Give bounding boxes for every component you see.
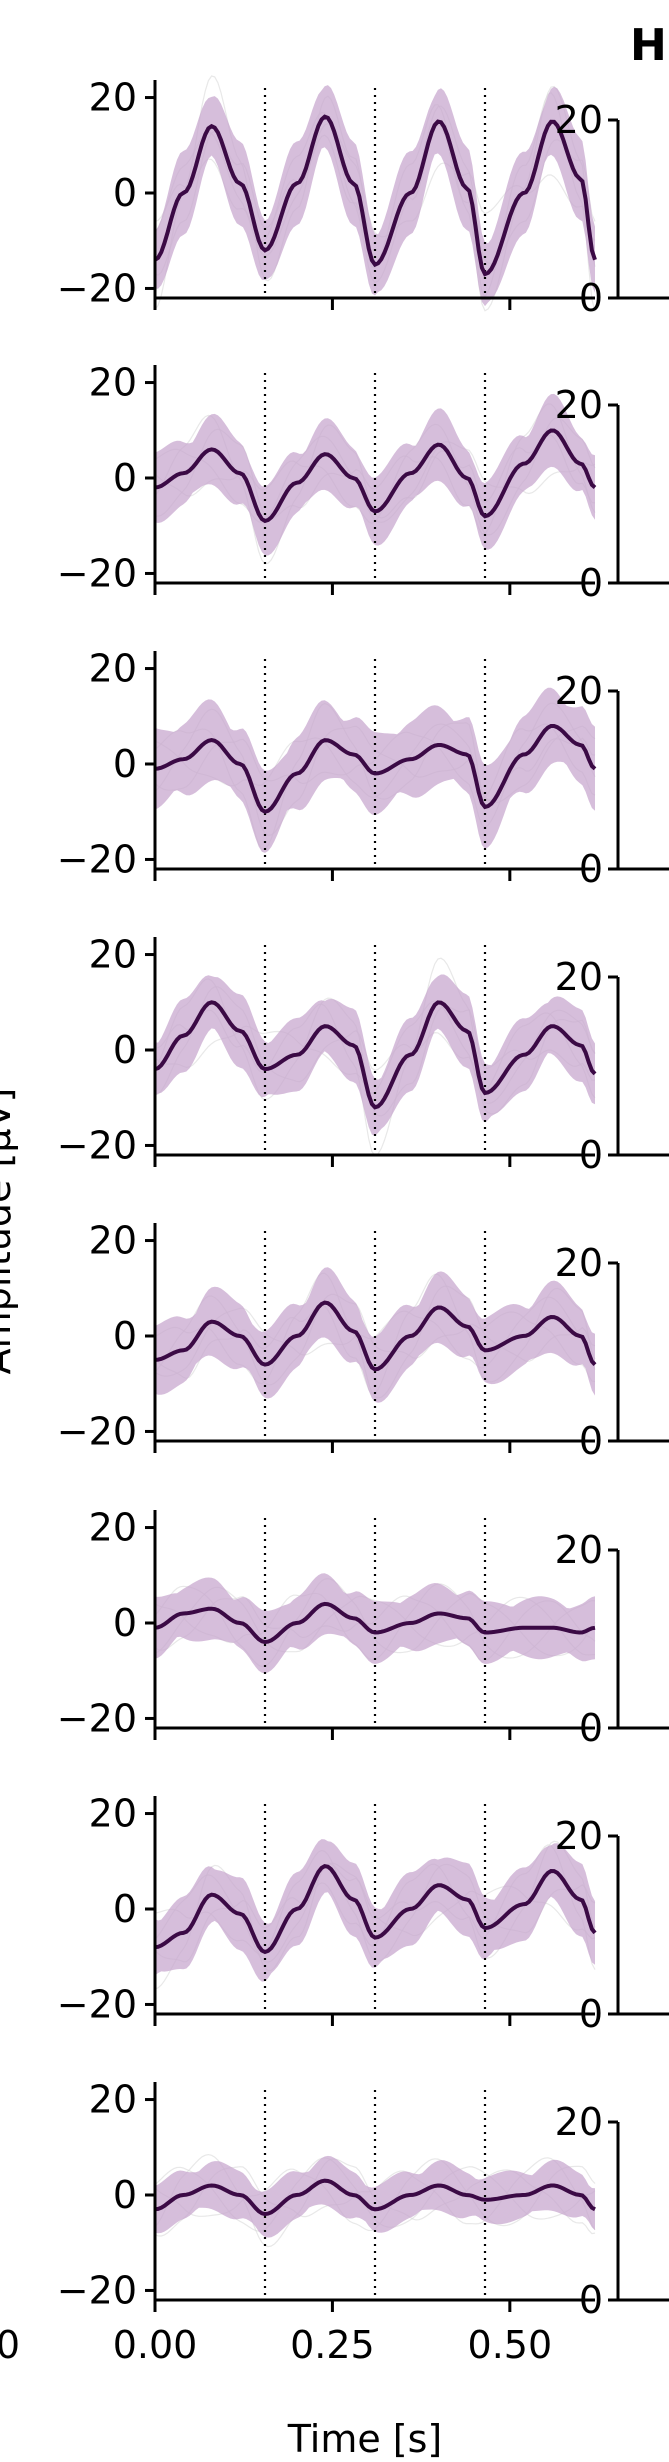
panels: 200−20200200−20200200−20200200−20200200−… [0, 75, 669, 2367]
right-panel-y-tick-label: 20 [555, 1528, 603, 1572]
y-tick-label: 20 [89, 1792, 137, 1836]
right-panel-y-tick-label: 20 [555, 1241, 603, 1285]
panel-1: 20 0 −20 20 0 [57, 75, 669, 320]
confidence-band [155, 1267, 595, 1403]
right-panel-y-tick-label: 20 [555, 98, 603, 142]
right-panel-y-tick-label: 0 [579, 561, 603, 605]
y-tick-label: −20 [57, 1982, 137, 2026]
confidence-band [155, 393, 595, 556]
y-tick-label: −20 [57, 1123, 137, 1167]
y-tick-label: 0 [113, 1314, 137, 1358]
mean-line [154, 1601, 596, 1645]
mean-line [153, 114, 597, 277]
right-panel-y-tick-label: 0 [579, 1133, 603, 1177]
right-panel-y-tick-label: 0 [579, 1706, 603, 1750]
right-panel-y-tick-label: 20 [555, 2100, 603, 2144]
y-tick-label: 20 [89, 2078, 137, 2122]
y-tick-label: 0 [113, 171, 137, 215]
right-panel-y-tick-label: 0 [579, 276, 603, 320]
confidence-band [155, 85, 595, 307]
panel-4: 20 0 −20 20 0 [57, 933, 669, 1177]
y-tick-label: 0 [113, 1601, 137, 1645]
panel-6: 20 0 −20 20 0 [57, 1506, 669, 1750]
y-tick-label: 20 [89, 76, 137, 120]
panel-3: 20 0 −20 20 0 [57, 647, 669, 891]
y-tick-label: 20 [89, 361, 137, 405]
y-tick-label: 0 [113, 1028, 137, 1072]
right-panel-y-tick-label: 0 [579, 847, 603, 891]
trial-line [154, 1586, 596, 1656]
panel-letter-h: H [630, 20, 667, 71]
mean-line [154, 1000, 597, 1110]
right-panel-y-tick-label: 0 [579, 1992, 603, 2036]
y-tick-label: 20 [89, 1219, 137, 1263]
mean-line [154, 1863, 597, 1955]
confidence-band [155, 974, 595, 1136]
right-panel-y-tick-label: 20 [555, 669, 603, 713]
x-tick-label: 0.25 [290, 2323, 375, 2367]
y-axis-title: Amplitude [µV] [0, 1088, 19, 1375]
panel-7: 20 0 −20 20 0 [57, 1792, 669, 2036]
y-tick-label: 0 [113, 1887, 137, 1931]
y-tick-label: −20 [57, 266, 137, 310]
right-panel-y-tick-label: 20 [555, 955, 603, 999]
panel-2: 20 0 −20 20 0 [57, 361, 669, 605]
y-tick-label: 0 [113, 456, 137, 500]
y-tick-label: −20 [57, 551, 137, 595]
right-panel-y-tick-label: 20 [555, 1814, 603, 1858]
y-tick-label: −20 [57, 837, 137, 881]
y-tick-label: 0 [113, 2173, 137, 2217]
right-panel-y-tick-label: 20 [555, 383, 603, 427]
mean-line [154, 1300, 597, 1372]
y-tick-label: 0 [113, 742, 137, 786]
right-panel-y-tick-label: 0 [579, 1419, 603, 1463]
y-tick-label: 20 [89, 647, 137, 691]
panel-8: 20 0 −20 20 0 [57, 2078, 669, 2322]
x-tick-label: 0.50 [468, 2323, 553, 2367]
panel-5: 20 0 −20 20 0 [57, 1219, 669, 1463]
left-panel-x-tick-label: 0 [0, 2323, 20, 2367]
mean-line [154, 2178, 596, 2217]
y-tick-label: 20 [89, 1506, 137, 1550]
right-panel-y-tick-label: 0 [579, 2278, 603, 2322]
y-tick-label: −20 [57, 1409, 137, 1453]
x-axis-title: Time [s] [287, 2417, 443, 2461]
y-tick-label: −20 [57, 1696, 137, 1740]
x-tick-label: 0.00 [113, 2323, 198, 2367]
y-tick-label: 20 [89, 933, 137, 977]
y-tick-label: −20 [57, 2268, 137, 2312]
mean-line [154, 428, 597, 524]
mean-line [154, 724, 597, 814]
